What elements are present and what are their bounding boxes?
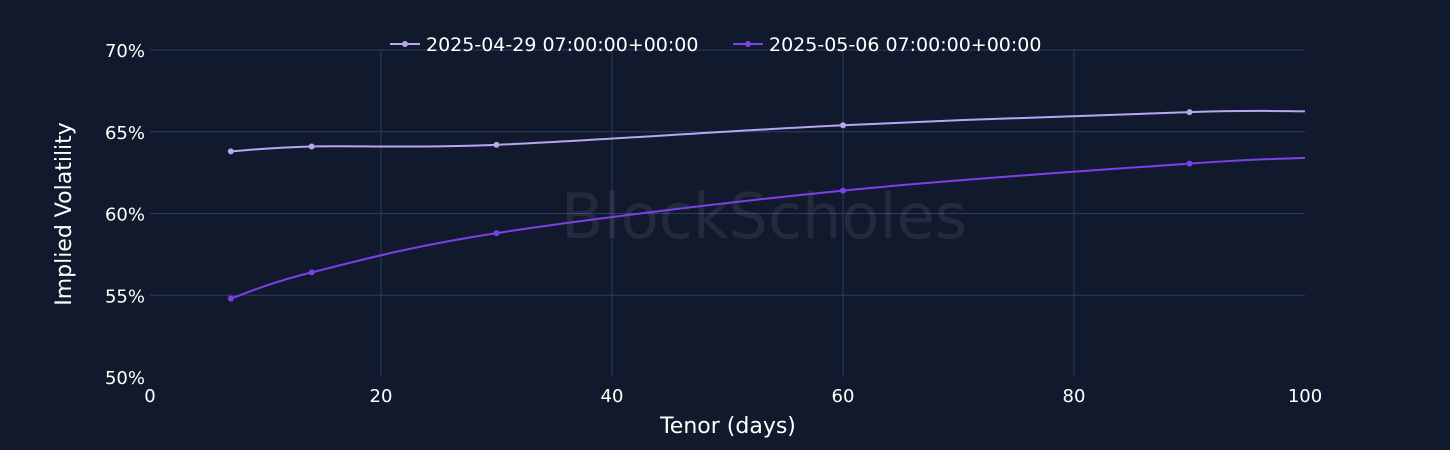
series-1-point [227, 148, 234, 155]
series-lines [227, 109, 1306, 302]
series-1-point [493, 141, 500, 148]
x-axis-title: Tenor (days) [659, 414, 796, 439]
series-1-point [308, 143, 315, 150]
y-axis-title: Implied Volatility [52, 122, 77, 306]
x-tick-label: 60 [832, 386, 855, 407]
y-tick-label: 70% [105, 41, 145, 62]
series-2-point [840, 187, 846, 194]
legend-marker-1 [402, 41, 408, 47]
x-tick-label: 0 [144, 386, 155, 407]
legend[interactable]: 2025-04-29 07:00:00+00:00 2025-05-06 07:0… [390, 34, 1041, 56]
legend-marker-2 [745, 41, 751, 47]
y-tick-label: 50% [105, 368, 145, 389]
series-1-point [840, 122, 846, 129]
y-tick-label: 65% [105, 123, 145, 144]
series-2-point [493, 230, 500, 237]
x-tick-label: 40 [601, 386, 624, 407]
watermark-text: BlockScholes [561, 180, 967, 253]
axis-ticks: 50% 55% 60% 65% 70% 0 20 40 60 80 100 [105, 41, 1322, 407]
x-tick-label: 20 [370, 386, 393, 407]
series-2-point [1186, 160, 1193, 167]
series-line-1 [230, 109, 1306, 153]
series-1-point [1186, 109, 1193, 116]
legend-label-1: 2025-04-29 07:00:00+00:00 [426, 34, 698, 56]
x-tick-label: 100 [1288, 386, 1322, 407]
y-tick-label: 60% [105, 205, 145, 226]
series-2-point [227, 295, 234, 302]
x-tick-label: 80 [1063, 386, 1086, 407]
series-2-point [308, 269, 315, 276]
y-tick-label: 55% [105, 286, 145, 307]
legend-label-2: 2025-05-06 07:00:00+00:00 [769, 34, 1041, 56]
